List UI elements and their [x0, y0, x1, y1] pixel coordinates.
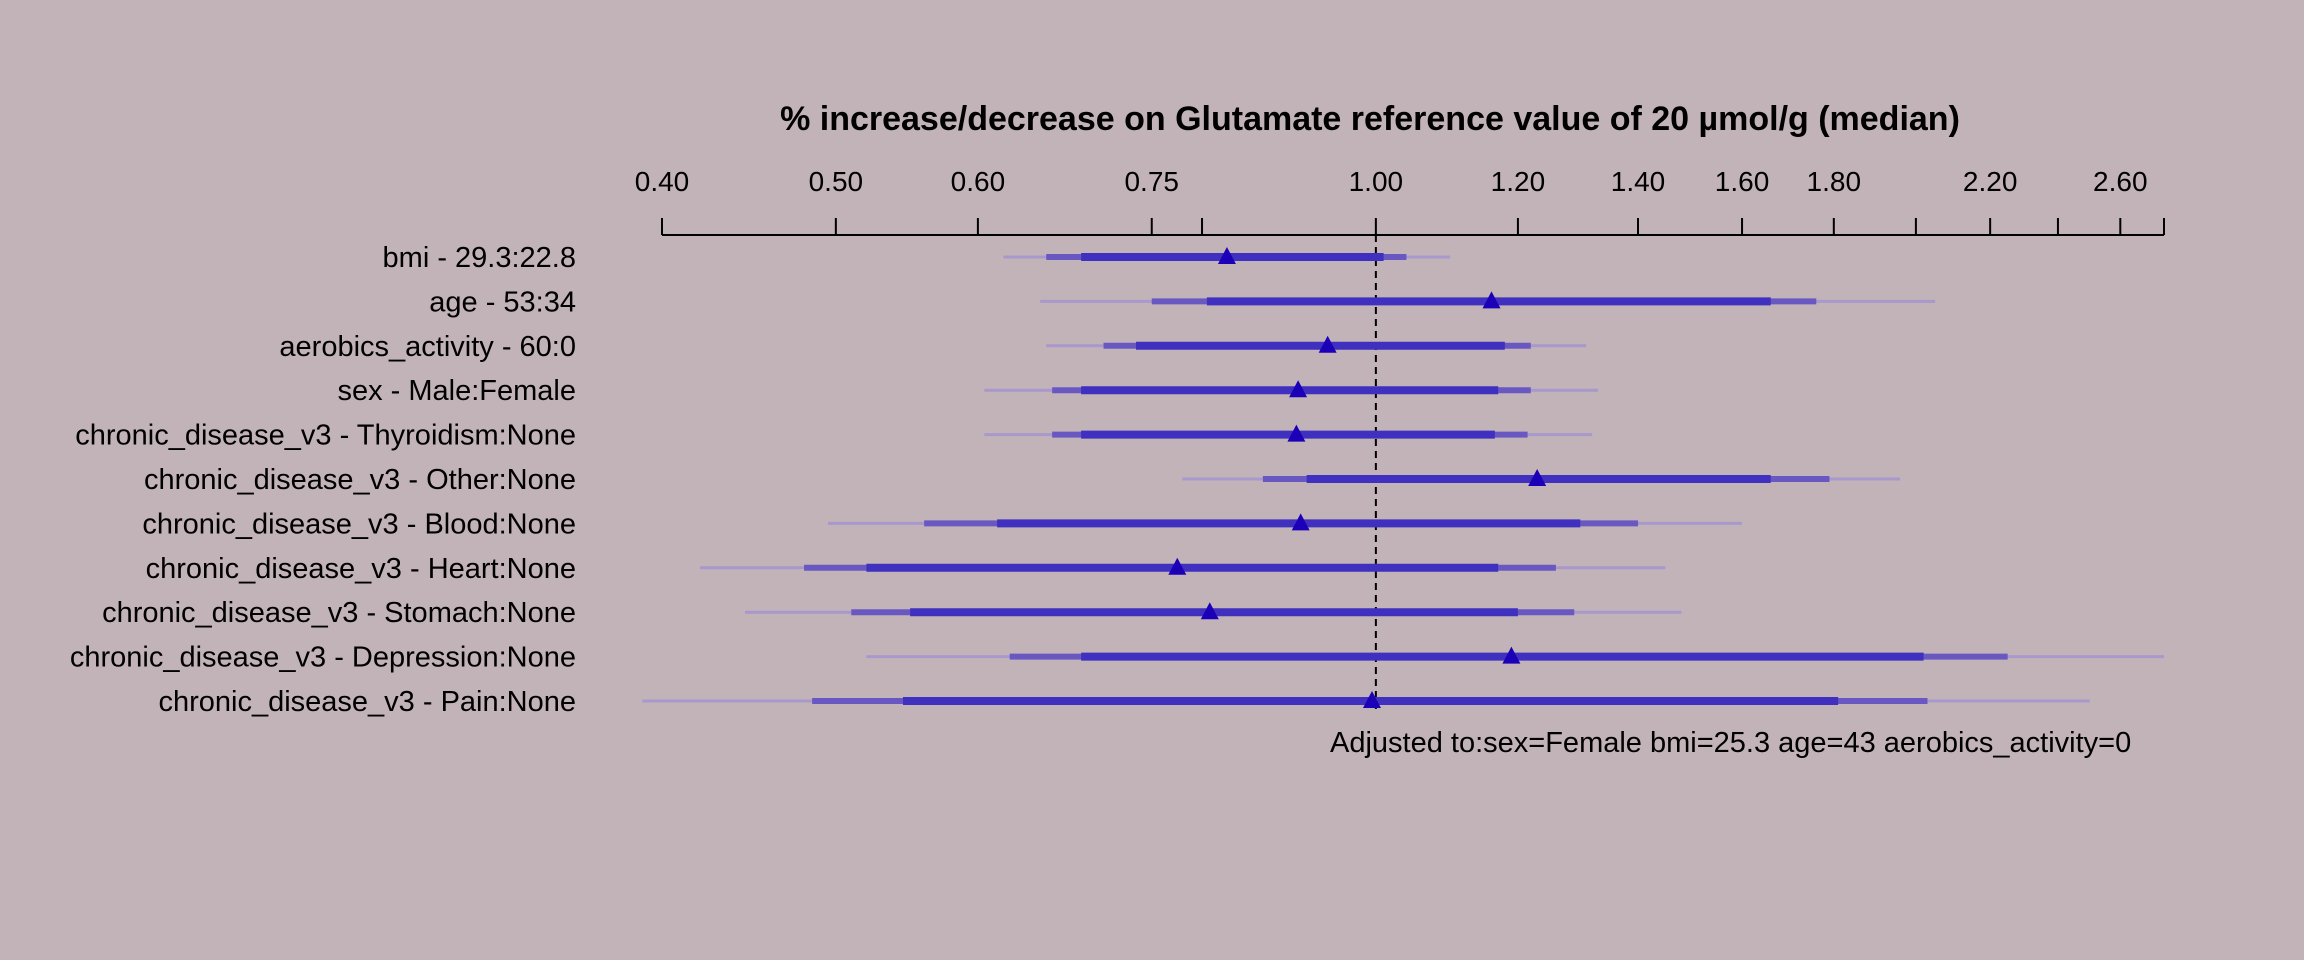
estimate-marker	[1318, 335, 1337, 353]
row-label: chronic_disease_v3 - Pain:None	[158, 686, 576, 718]
forest-row: chronic_disease_v3 - Stomach:None	[102, 597, 1682, 629]
x-tick-label: 1.00	[1349, 166, 1404, 197]
x-tick-label: 2.60	[2093, 166, 2148, 197]
forest-row: aerobics_activity - 60:0	[279, 331, 1587, 363]
x-tick-label: 1.60	[1715, 166, 1770, 197]
estimate-marker	[1482, 291, 1501, 309]
x-tick-label: 1.40	[1611, 166, 1666, 197]
x-tick-label: 0.50	[809, 166, 864, 197]
forest-row: age - 53:34	[429, 286, 1936, 318]
row-label: chronic_disease_v3 - Heart:None	[146, 553, 576, 585]
estimate-marker	[1291, 513, 1310, 531]
row-label: age - 53:34	[429, 286, 576, 318]
x-axis: 0.40 0.50 0.60 0.75 1.00 1.20 1.40 1.60 1.80 2.20…	[635, 166, 2165, 236]
forest-row: chronic_disease_v3 - Pain:None	[158, 686, 2090, 718]
estimate-marker	[1528, 469, 1547, 486]
adjustment-footnote: Adjusted to:sex=Female bmi=25.3 age=43 a…	[1330, 727, 2131, 759]
x-tick-label: 1.80	[1807, 166, 1862, 197]
x-tick-label: 0.60	[951, 166, 1006, 197]
estimate-marker	[1200, 602, 1219, 620]
row-label: chronic_disease_v3 - Blood:None	[142, 508, 576, 540]
row-label: aerobics_activity - 60:0	[279, 331, 576, 363]
forest-row: chronic_disease_v3 - Heart:None	[146, 553, 1666, 585]
row-label: chronic_disease_v3 - Thyroidism:None	[75, 420, 576, 452]
estimate-marker	[1362, 691, 1381, 708]
x-tick-label: 2.20	[1963, 166, 2018, 197]
rows-group: bmi - 29.3:22.8 age - 53:34 aerobics_activ…	[70, 242, 2164, 718]
forest-row: chronic_disease_v3 - Thyroidism:None	[75, 420, 1593, 452]
estimate-marker	[1289, 380, 1308, 398]
row-label: chronic_disease_v3 - Stomach:None	[102, 597, 576, 629]
row-label: bmi - 29.3:22.8	[383, 242, 576, 274]
row-label: sex - Male:Female	[337, 375, 576, 407]
forest-row: chronic_disease_v3 - Depression:None	[70, 642, 2164, 674]
forest-row: bmi - 29.3:22.8	[383, 242, 1451, 274]
estimate-marker	[1217, 247, 1236, 264]
estimate-marker	[1502, 646, 1521, 664]
estimate-marker	[1168, 557, 1187, 575]
x-tick-label: 0.40	[635, 166, 690, 197]
chart-title: % increase/decrease on Glutamate referen…	[780, 100, 1960, 138]
estimate-marker	[1287, 424, 1306, 442]
forest-row: chronic_disease_v3 - Blood:None	[142, 508, 1743, 540]
x-tick-label: 1.20	[1491, 166, 1546, 197]
forest-row: sex - Male:Female	[337, 375, 1599, 407]
row-label: chronic_disease_v3 - Other:None	[144, 464, 576, 496]
forest-row: chronic_disease_v3 - Other:None	[144, 464, 1901, 496]
row-label: chronic_disease_v3 - Depression:None	[70, 642, 576, 674]
x-tick-label: 0.75	[1124, 166, 1179, 197]
